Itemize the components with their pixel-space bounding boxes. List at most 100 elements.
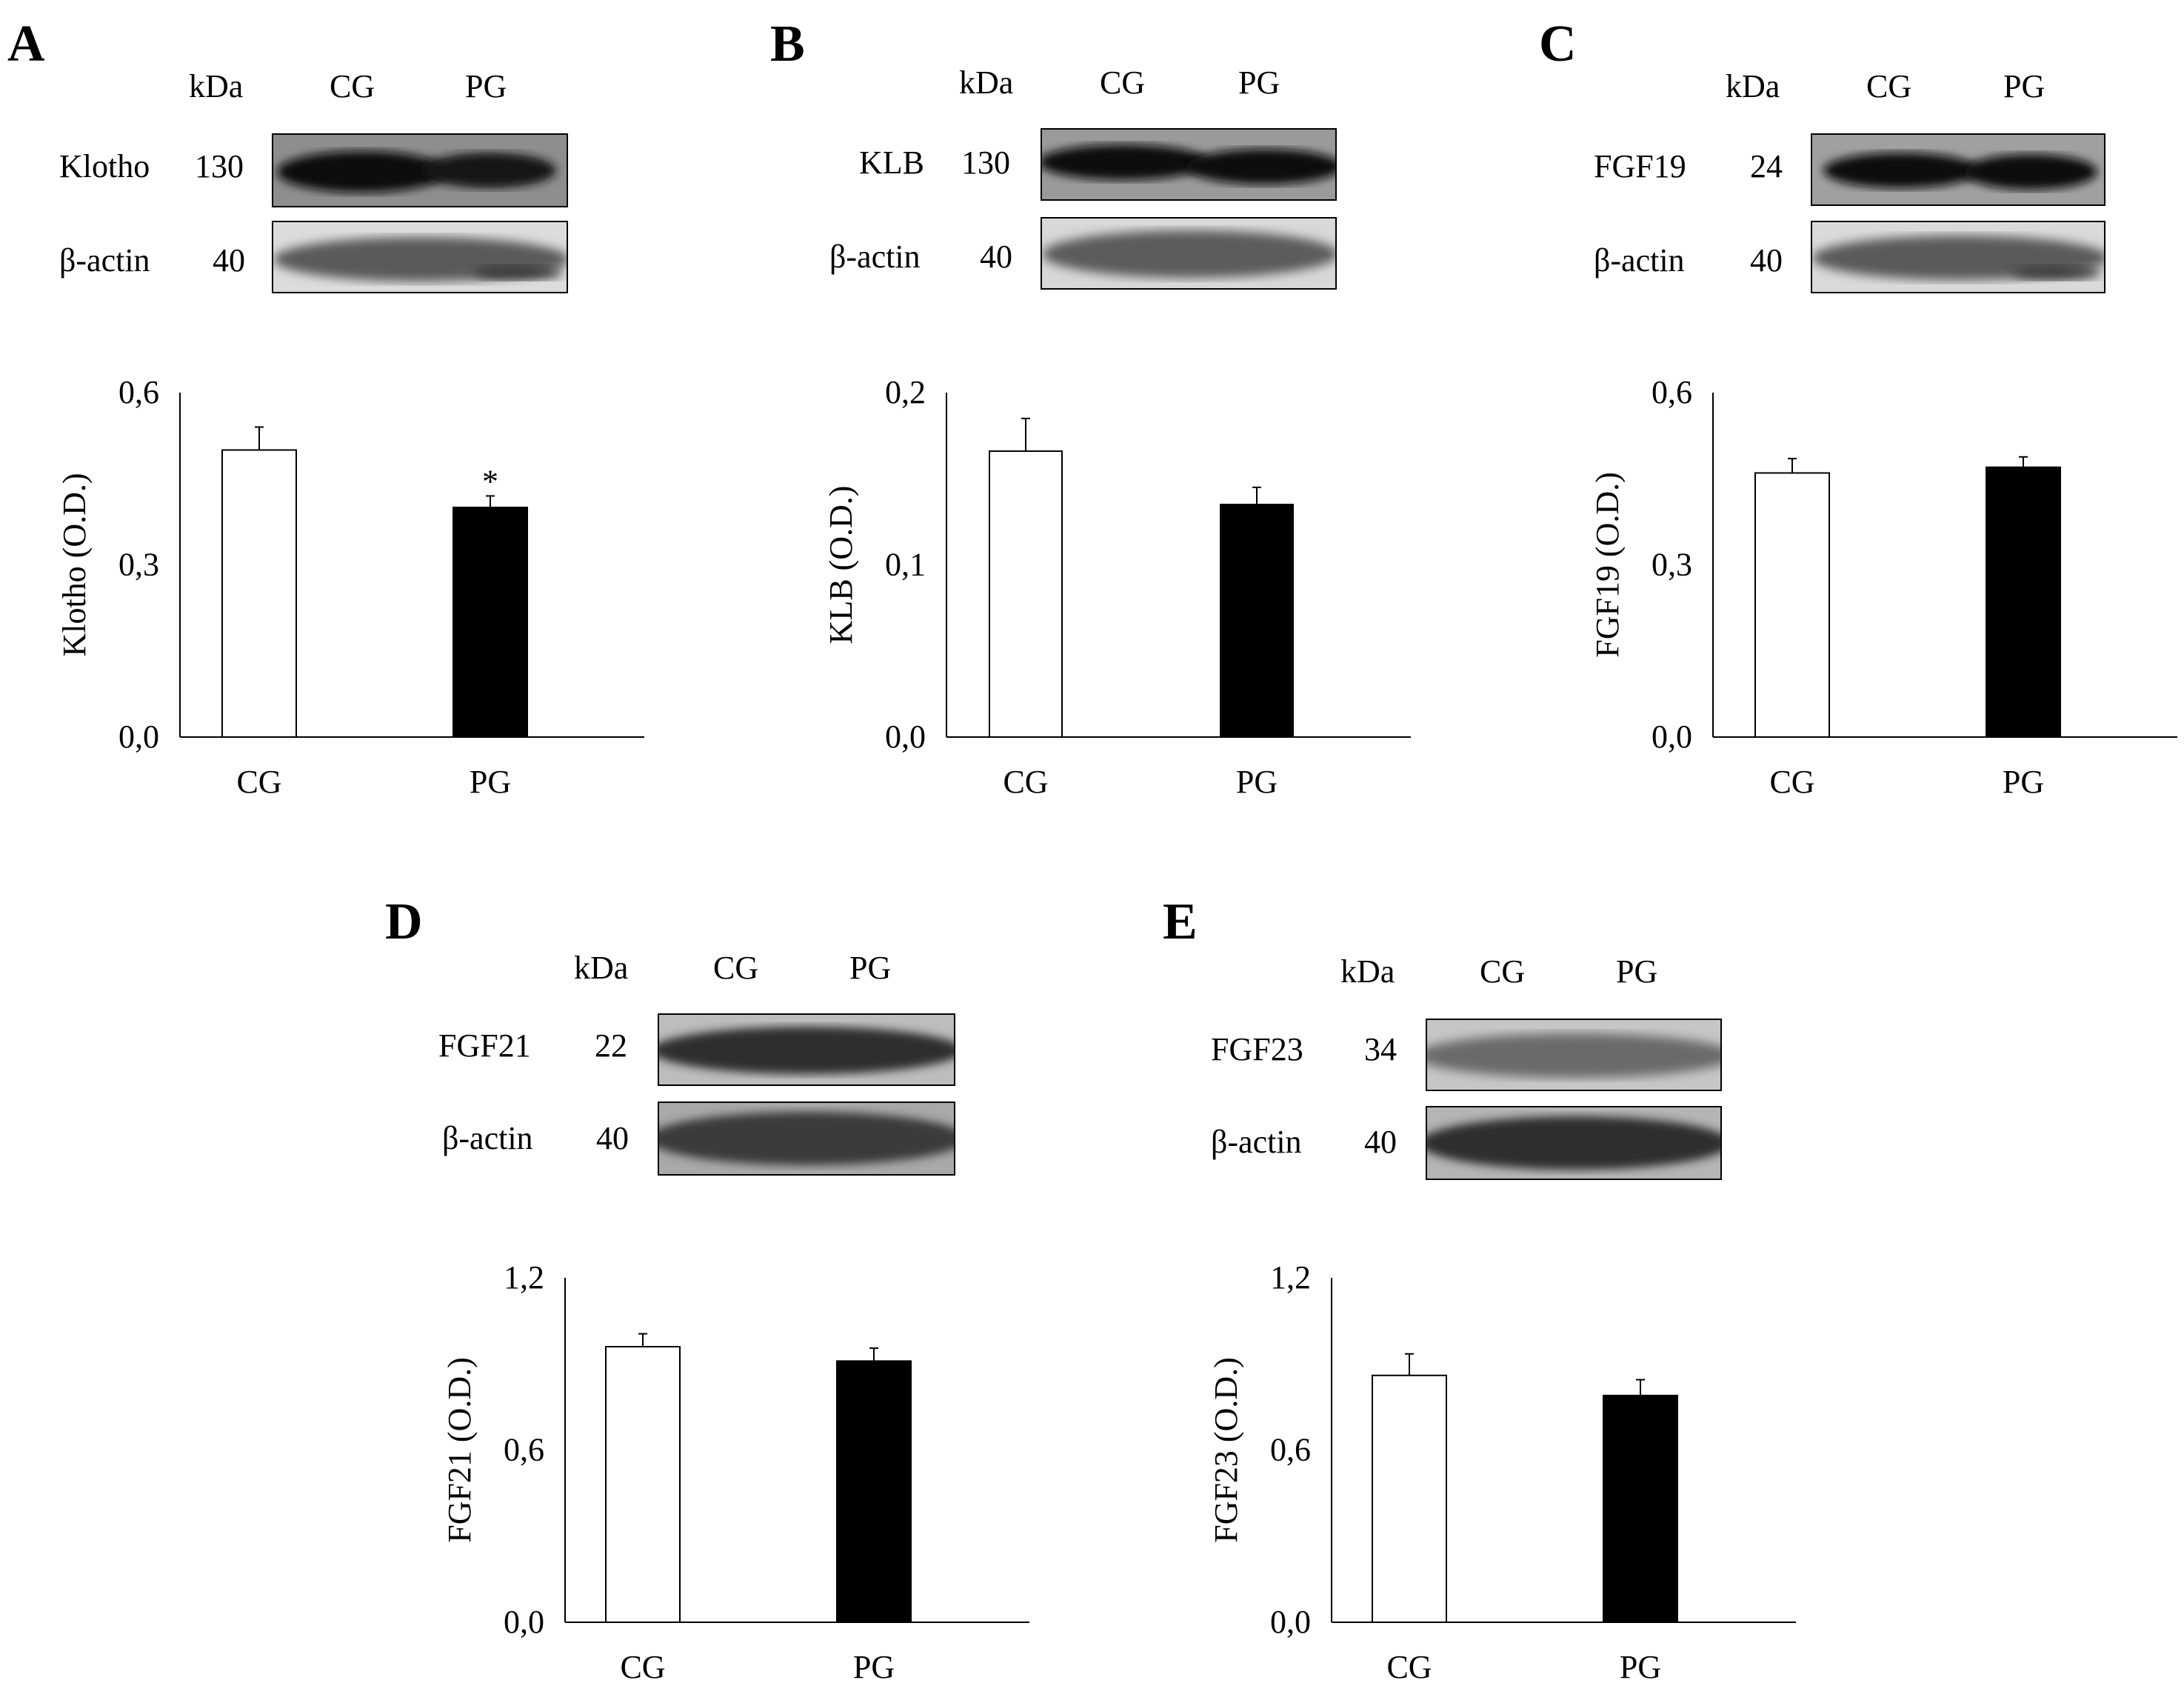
- panel-c: C kDa CG PG FGF19 24 β-actin 40 0,0 0,3 0,…: [1533, 0, 2184, 815]
- western-blot-image: [1426, 1019, 1722, 1091]
- lane-label-cg: CG: [1866, 68, 1912, 104]
- x-tick-label: PG: [1236, 764, 1278, 800]
- y-tick-label: 1,2: [504, 1259, 544, 1296]
- y-tick-label: 0,3: [1652, 547, 1692, 583]
- lane-label-pg: PG: [2003, 68, 2046, 104]
- blot-kda-value: 130: [195, 148, 244, 184]
- bar: [1372, 1374, 1447, 1623]
- bar-chart: 0,0 0,3 0,6 FGF19 (O.D.) CG PG: [1589, 374, 2177, 800]
- x-tick-label: PG: [2003, 764, 2044, 800]
- y-tick-label: 0,0: [885, 719, 926, 755]
- blot-protein-label: β-actin: [1594, 242, 1685, 279]
- y-tick-label: 0,6: [1652, 374, 1692, 410]
- lane-label-pg: PG: [849, 950, 892, 986]
- x-tick-label: CG: [1386, 1649, 1432, 1683]
- y-tick-label: 0,1: [885, 547, 926, 583]
- kda-header: kDa: [959, 64, 1014, 101]
- western-blot-image: [658, 1013, 955, 1086]
- panel-letter: D: [385, 893, 423, 950]
- x-tick-label: CG: [1769, 764, 1814, 800]
- lane-label-pg: PG: [1238, 64, 1280, 101]
- western-blot-image: [1426, 1106, 1722, 1180]
- western-blot-image: [1811, 133, 2105, 206]
- blot-protein-label: FGF19: [1594, 148, 1686, 184]
- blot-kda-value: 24: [1750, 148, 1783, 184]
- bar-chart: 0,0 0,3 0,6 Klotho (O.D.) CG PG *: [56, 374, 644, 800]
- western-blot-image: [658, 1102, 955, 1176]
- lane-label-cg: CG: [330, 68, 375, 104]
- blot-protein-label: Klotho: [59, 148, 150, 184]
- y-tick-label: 0,0: [1270, 1604, 1311, 1640]
- y-axis-label: FGF23 (O.D.): [1208, 1357, 1244, 1543]
- x-tick-label: CG: [620, 1649, 665, 1683]
- kda-header: kDa: [189, 68, 244, 104]
- y-tick-label: 0,0: [504, 1604, 544, 1640]
- bar-chart: 0,0 0,6 1,2 FGF21 (O.D.) CG PG: [441, 1259, 1029, 1683]
- y-axis-label: Klotho (O.D.): [56, 473, 93, 656]
- panel-letter: B: [770, 16, 805, 73]
- y-tick-label: 0,6: [504, 1432, 544, 1468]
- y-axis-label: FGF19 (O.D.): [1589, 472, 1626, 658]
- kda-header: kDa: [574, 950, 629, 986]
- x-tick-label: PG: [470, 764, 511, 800]
- blot-kda-value: 34: [1364, 1031, 1397, 1067]
- western-blot-image: [272, 221, 568, 293]
- bar: [453, 507, 528, 738]
- panel-letter: E: [1163, 893, 1198, 950]
- y-tick-label: 0,6: [1270, 1432, 1311, 1468]
- y-tick-label: 0,0: [1652, 719, 1692, 755]
- blot-protein-label: β-actin: [1211, 1124, 1302, 1160]
- blot-protein-label: β-actin: [59, 242, 150, 279]
- blot-kda-value: 40: [213, 242, 245, 279]
- western-blot-image: [1811, 221, 2105, 293]
- blot-protein-label: FGF21: [438, 1027, 531, 1064]
- y-tick-label: 0,3: [118, 547, 159, 583]
- bar: [605, 1346, 681, 1623]
- panel-a: A kDa CG PG Klotho 130 β-actin 40 0,0 0,3…: [0, 0, 689, 815]
- bar: [1754, 472, 1830, 738]
- lane-label-pg: PG: [465, 68, 507, 104]
- bar: [989, 450, 1063, 739]
- blot-kda-value: 40: [596, 1120, 629, 1156]
- blot-kda-value: 130: [961, 144, 1010, 181]
- kda-header: kDa: [1726, 68, 1780, 104]
- kda-header: kDa: [1340, 953, 1395, 990]
- blot-protein-label: FGF23: [1211, 1031, 1303, 1067]
- blot-kda-value: 40: [1364, 1124, 1397, 1160]
- x-tick-label: CG: [1003, 764, 1048, 800]
- panel-b: B kDa CG PG KLB 130 β-actin 40 0,0 0,1 0,2…: [767, 0, 1455, 815]
- bar: [1220, 504, 1294, 738]
- bar-chart: 0,0 0,1 0,2 KLB (O.D.) CG PG: [823, 374, 1411, 800]
- y-tick-label: 0,2: [885, 374, 926, 410]
- y-tick-label: 0,6: [118, 374, 159, 410]
- lane-label-cg: CG: [713, 950, 759, 986]
- x-tick-label: CG: [236, 764, 281, 800]
- blot-kda-value: 40: [1750, 242, 1783, 279]
- y-axis-label: KLB (O.D.): [823, 486, 859, 644]
- y-tick-label: 0,0: [118, 719, 159, 755]
- y-tick-label: 1,2: [1270, 1259, 1311, 1296]
- bar: [836, 1360, 912, 1623]
- panel-letter: A: [7, 16, 45, 73]
- lane-label-cg: CG: [1100, 64, 1146, 101]
- x-tick-label: PG: [1620, 1649, 1661, 1683]
- bar: [1986, 466, 2061, 738]
- bar: [221, 449, 297, 738]
- x-tick-label: PG: [853, 1649, 895, 1683]
- blot-protein-label: β-actin: [442, 1120, 533, 1156]
- blot-protein-label: β-actin: [829, 239, 921, 275]
- lane-label-cg: CG: [1480, 953, 1526, 990]
- bar: [1603, 1394, 1678, 1623]
- significance-marker: *: [482, 464, 498, 500]
- panel-letter: C: [1539, 16, 1577, 73]
- blot-kda-value: 22: [595, 1027, 627, 1064]
- panel-d: D kDa CG PG FGF21 22 β-actin 40 0,0 0,6 1,…: [385, 882, 1126, 1683]
- western-blot-image: [1041, 128, 1337, 201]
- blot-kda-value: 40: [980, 239, 1012, 275]
- western-blot-image: [1041, 217, 1337, 290]
- western-blot-image: [272, 133, 568, 207]
- y-axis-label: FGF21 (O.D.): [441, 1357, 478, 1543]
- bar-chart: 0,0 0,6 1,2 FGF23 (O.D.) CG PG: [1208, 1259, 1796, 1683]
- panel-e: E kDa CG PG FGF23 34 β-actin 40 0,0 0,6 1,…: [1152, 882, 1892, 1683]
- blot-protein-label: KLB: [859, 144, 924, 181]
